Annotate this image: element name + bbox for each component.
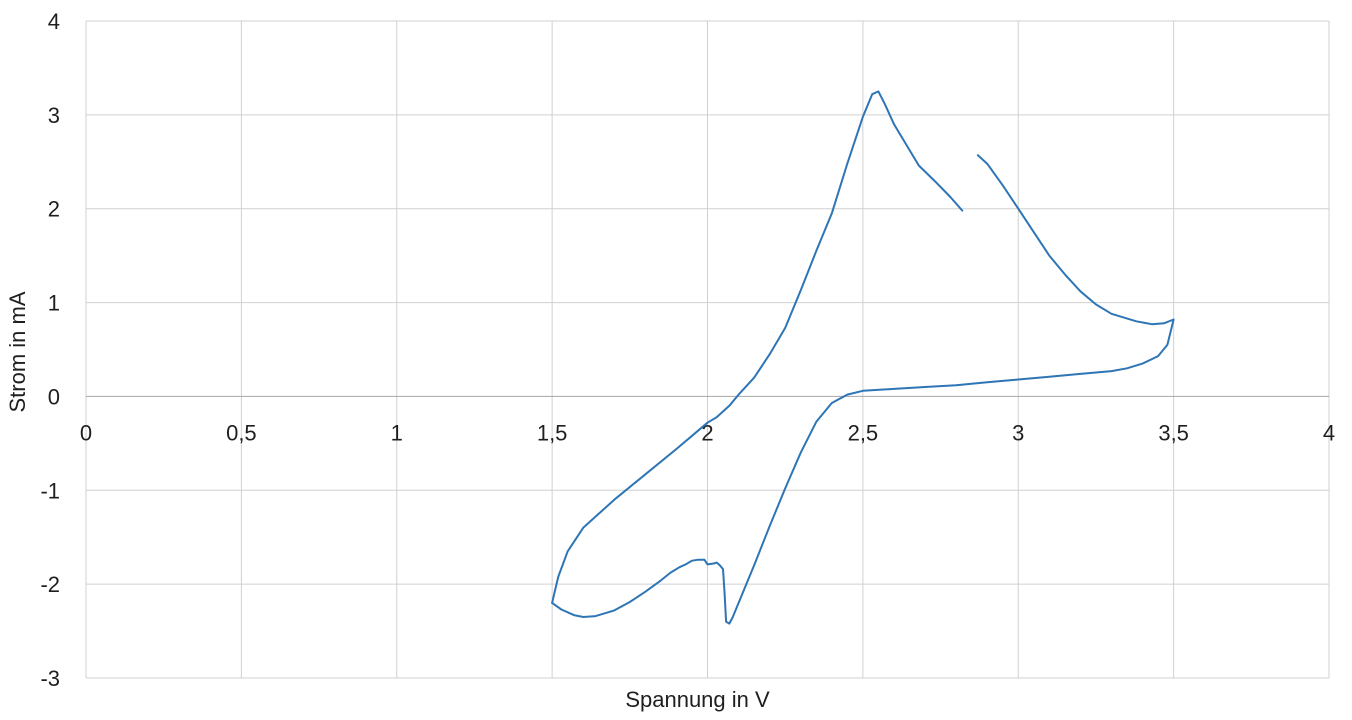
x-axis-title: Spannung in V — [625, 687, 770, 712]
y-axis-tick-labels: -3 -2 -1 0 1 2 3 4 — [40, 9, 60, 691]
y-tick-label: -3 — [40, 666, 60, 691]
x-tick-label: 2,5 — [848, 420, 879, 445]
y-tick-label: -1 — [40, 478, 60, 503]
x-tick-label: 0 — [80, 420, 92, 445]
x-tick-label: 1 — [391, 420, 403, 445]
y-tick-label: 3 — [48, 103, 60, 128]
y-tick-label: -2 — [40, 572, 60, 597]
y-tick-label: 1 — [48, 291, 60, 316]
series-line — [551, 154, 1175, 625]
x-tick-label: 2 — [701, 420, 713, 445]
y-tick-label: 2 — [48, 197, 60, 222]
x-tick-label: 3,5 — [1158, 420, 1189, 445]
x-tick-label: 1,5 — [537, 420, 568, 445]
data-series — [551, 90, 1175, 625]
series-line — [551, 90, 964, 604]
x-tick-label: 0,5 — [226, 420, 257, 445]
grid — [85, 20, 1330, 679]
y-axis-title: Strom in mA — [5, 291, 30, 412]
y-tick-label: 4 — [48, 9, 60, 34]
x-tick-label: 4 — [1323, 420, 1335, 445]
x-tick-label: 3 — [1012, 420, 1024, 445]
x-axis-tick-labels: 0 0,5 1 1,5 2 2,5 3 3,5 4 — [80, 420, 1335, 445]
y-tick-label: 0 — [48, 384, 60, 409]
